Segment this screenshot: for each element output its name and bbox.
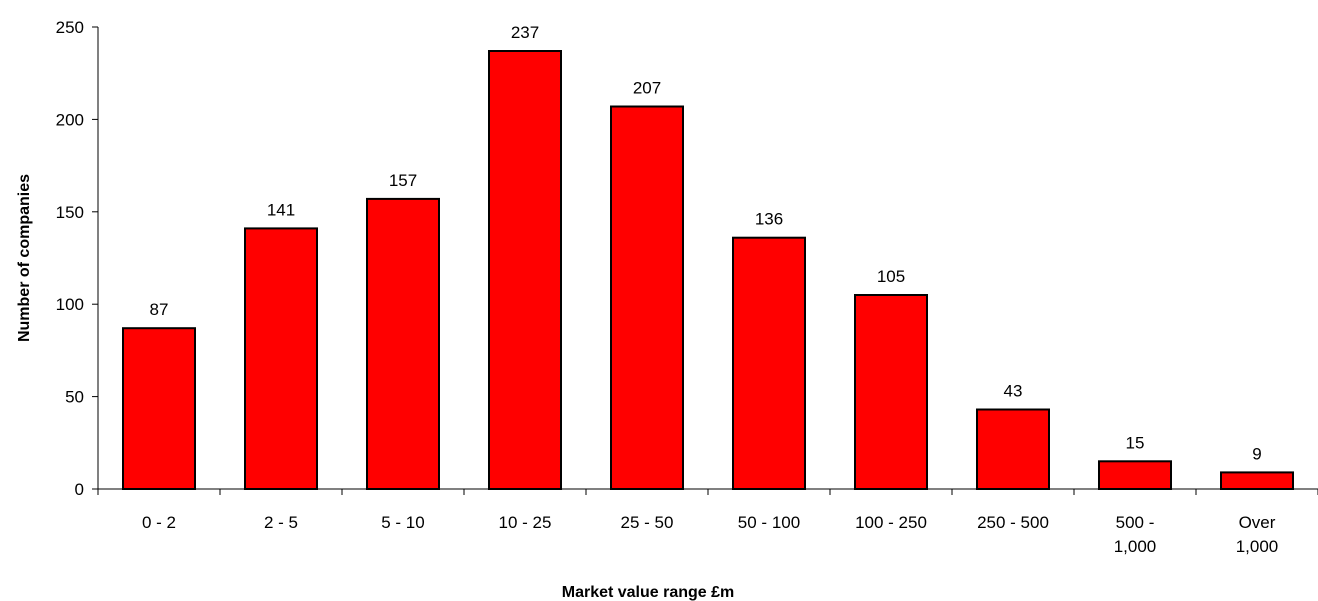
x-tick-label-1: 2 - 5 <box>264 513 298 532</box>
data-label-5: 136 <box>755 210 783 229</box>
bar-0 <box>123 328 195 489</box>
x-tick-label-6: 100 - 250 <box>855 513 927 532</box>
x-tick-label-7: 250 - 500 <box>977 513 1049 532</box>
bar-6 <box>855 295 927 489</box>
data-label-8: 15 <box>1126 433 1145 452</box>
x-tick-label-0: 0 - 2 <box>142 513 176 532</box>
y-tick-label-5: 250 <box>56 18 84 37</box>
y-tick-label-2: 100 <box>56 295 84 314</box>
data-label-2: 157 <box>389 171 417 190</box>
bar-8 <box>1099 461 1171 489</box>
bar-4 <box>611 107 683 490</box>
data-label-3: 237 <box>511 23 539 42</box>
y-axis-title: Number of companies <box>16 174 33 342</box>
x-tick-label-4: 25 - 50 <box>621 513 674 532</box>
x-tick-label-5: 50 - 100 <box>738 513 800 532</box>
data-label-1: 141 <box>267 200 295 219</box>
x-tick-label-3: 10 - 25 <box>499 513 552 532</box>
data-label-0: 87 <box>150 300 169 319</box>
bar-5 <box>733 238 805 489</box>
x-tick-label-8: 500 -1,000 <box>1114 513 1157 556</box>
x-tick-label-2: 5 - 10 <box>381 513 424 532</box>
data-label-6: 105 <box>877 267 905 286</box>
y-tick-label-0: 0 <box>75 480 84 499</box>
bar-9 <box>1221 472 1293 489</box>
y-tick-label-3: 150 <box>56 203 84 222</box>
bar-7 <box>977 410 1049 490</box>
data-label-9: 9 <box>1252 444 1261 463</box>
bar-3 <box>489 51 561 489</box>
y-tick-label-1: 50 <box>65 388 84 407</box>
y-tick-label-4: 200 <box>56 110 84 129</box>
bar-1 <box>245 228 317 489</box>
bar-2 <box>367 199 439 489</box>
bars-group <box>123 51 1293 489</box>
x-axis-title: Market value range £m <box>562 584 735 601</box>
data-label-4: 207 <box>633 79 661 98</box>
data-label-7: 43 <box>1004 382 1023 401</box>
x-tick-label-9: Over 1,000 <box>1236 513 1279 556</box>
